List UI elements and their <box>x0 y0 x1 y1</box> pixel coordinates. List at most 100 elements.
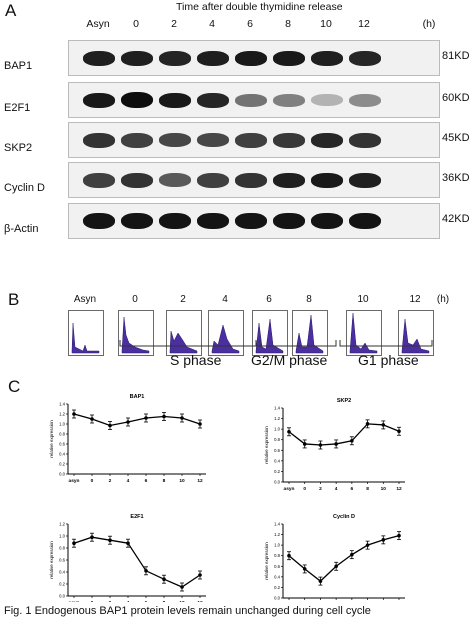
histogram-profile <box>121 316 150 354</box>
y-tick-label: 1.2 <box>59 412 65 417</box>
flow-label: 6 <box>266 294 272 305</box>
protein-label: SKP2 <box>4 142 33 154</box>
data-point <box>381 538 386 542</box>
x-tick-label: 4 <box>335 486 338 492</box>
blot-band <box>83 50 115 66</box>
blot-band <box>121 132 153 148</box>
data-point <box>318 443 323 447</box>
data-point <box>287 553 291 558</box>
phase-g1: G1 phase <box>358 352 419 368</box>
blot-band <box>273 132 305 148</box>
data-point <box>90 417 94 421</box>
data-point <box>350 438 354 443</box>
data-point <box>381 423 386 427</box>
data-point <box>334 442 338 446</box>
y-tick-label: 1.2 <box>59 522 65 527</box>
data-point <box>365 422 370 426</box>
y-tick-label: 0.2 <box>274 469 280 474</box>
lane-label: 2 <box>171 18 177 30</box>
y-tick-label: 0.0 <box>274 596 280 601</box>
data-point <box>72 412 76 416</box>
x-tick-label: 12 <box>197 600 203 602</box>
blot-band <box>121 50 153 66</box>
x-tick-label: 10 <box>179 600 185 602</box>
blot-band <box>83 213 115 229</box>
x-tick-label: asyn <box>69 601 80 602</box>
y-tick-label: 0.8 <box>59 432 65 437</box>
x-tick-label: 2 <box>319 486 322 492</box>
figure-caption: Fig. 1 Endogenous BAP1 protein levels re… <box>4 605 371 617</box>
blot-band <box>121 92 153 108</box>
y-tick-label: 0.6 <box>59 558 65 563</box>
flow-histogram <box>346 310 382 356</box>
data-point <box>108 423 112 428</box>
x-tick-label: 4 <box>127 478 130 484</box>
blot-band <box>197 172 229 188</box>
lane-label: 0 <box>133 18 139 30</box>
y-tick-label: 0.0 <box>59 594 65 599</box>
blot-band <box>235 50 267 66</box>
data-point <box>198 573 202 577</box>
blot-band <box>235 93 267 107</box>
y-tick-label: 0.4 <box>274 574 280 579</box>
y-tick-label: 1.4 <box>59 402 65 407</box>
data-point <box>126 541 130 545</box>
blot-band <box>197 133 229 147</box>
blot-band <box>159 92 191 108</box>
data-point <box>318 579 323 583</box>
kd-label: 81KD <box>442 50 470 62</box>
data-point <box>162 577 166 581</box>
series-line <box>288 423 400 446</box>
y-tick-label: 1.4 <box>274 522 280 527</box>
blot-band <box>235 213 267 229</box>
blot-band <box>83 172 115 188</box>
data-point <box>180 416 184 420</box>
data-point <box>72 541 76 545</box>
lane-label: 6 <box>247 18 253 30</box>
lane-unit: (h) <box>422 18 436 30</box>
blot-band <box>159 213 191 229</box>
blot-band <box>197 50 229 66</box>
data-point <box>302 567 307 571</box>
data-point <box>144 569 148 573</box>
blot-band <box>311 50 343 66</box>
kd-label: 36KD <box>442 172 470 184</box>
protein-label: β-Actin <box>4 223 39 235</box>
data-point <box>397 429 401 434</box>
x-tick-label: 6 <box>351 486 354 492</box>
y-tick-label: 1.0 <box>59 534 65 539</box>
flow-label: Asyn <box>73 294 97 305</box>
histogram-profile <box>401 318 430 354</box>
flow-label: 4 <box>222 294 228 305</box>
blot-band <box>273 50 305 66</box>
blot-band <box>349 93 381 107</box>
blot-band <box>273 213 305 229</box>
x-tick-label: 6 <box>145 478 148 484</box>
flow-label: 10 <box>357 294 369 305</box>
panel-c-letter: C <box>8 377 21 396</box>
data-point <box>365 543 370 547</box>
blot-band <box>159 173 191 187</box>
blot-band <box>159 133 191 147</box>
x-tick-label: 12 <box>396 486 402 492</box>
kd-label: 60KD <box>442 92 470 104</box>
protein-label: E2F1 <box>4 102 31 114</box>
blot-band <box>311 94 343 106</box>
data-point <box>397 533 401 538</box>
flow-unit: (h) <box>436 294 450 305</box>
y-axis-label: relative expression <box>49 420 54 458</box>
blot-band <box>349 213 381 229</box>
kd-label: 42KD <box>442 213 470 225</box>
phase-brackets <box>119 340 433 347</box>
chart-title: Cyclin D <box>333 514 355 520</box>
blot-skp2 <box>68 122 440 158</box>
kd-label: 45KD <box>442 132 470 144</box>
lane-label: 8 <box>285 18 291 30</box>
blot-band <box>159 50 191 66</box>
y-axis-label: relative expression <box>264 426 269 464</box>
blot-cyclin-d <box>68 162 440 198</box>
y-tick-label: 0.4 <box>59 570 65 575</box>
y-tick-label: 1.0 <box>59 422 65 427</box>
blot-band <box>311 213 343 229</box>
data-point <box>302 442 307 446</box>
